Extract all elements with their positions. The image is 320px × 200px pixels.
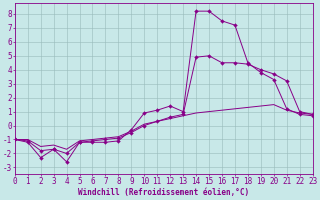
X-axis label: Windchill (Refroidissement éolien,°C): Windchill (Refroidissement éolien,°C): [78, 188, 249, 197]
